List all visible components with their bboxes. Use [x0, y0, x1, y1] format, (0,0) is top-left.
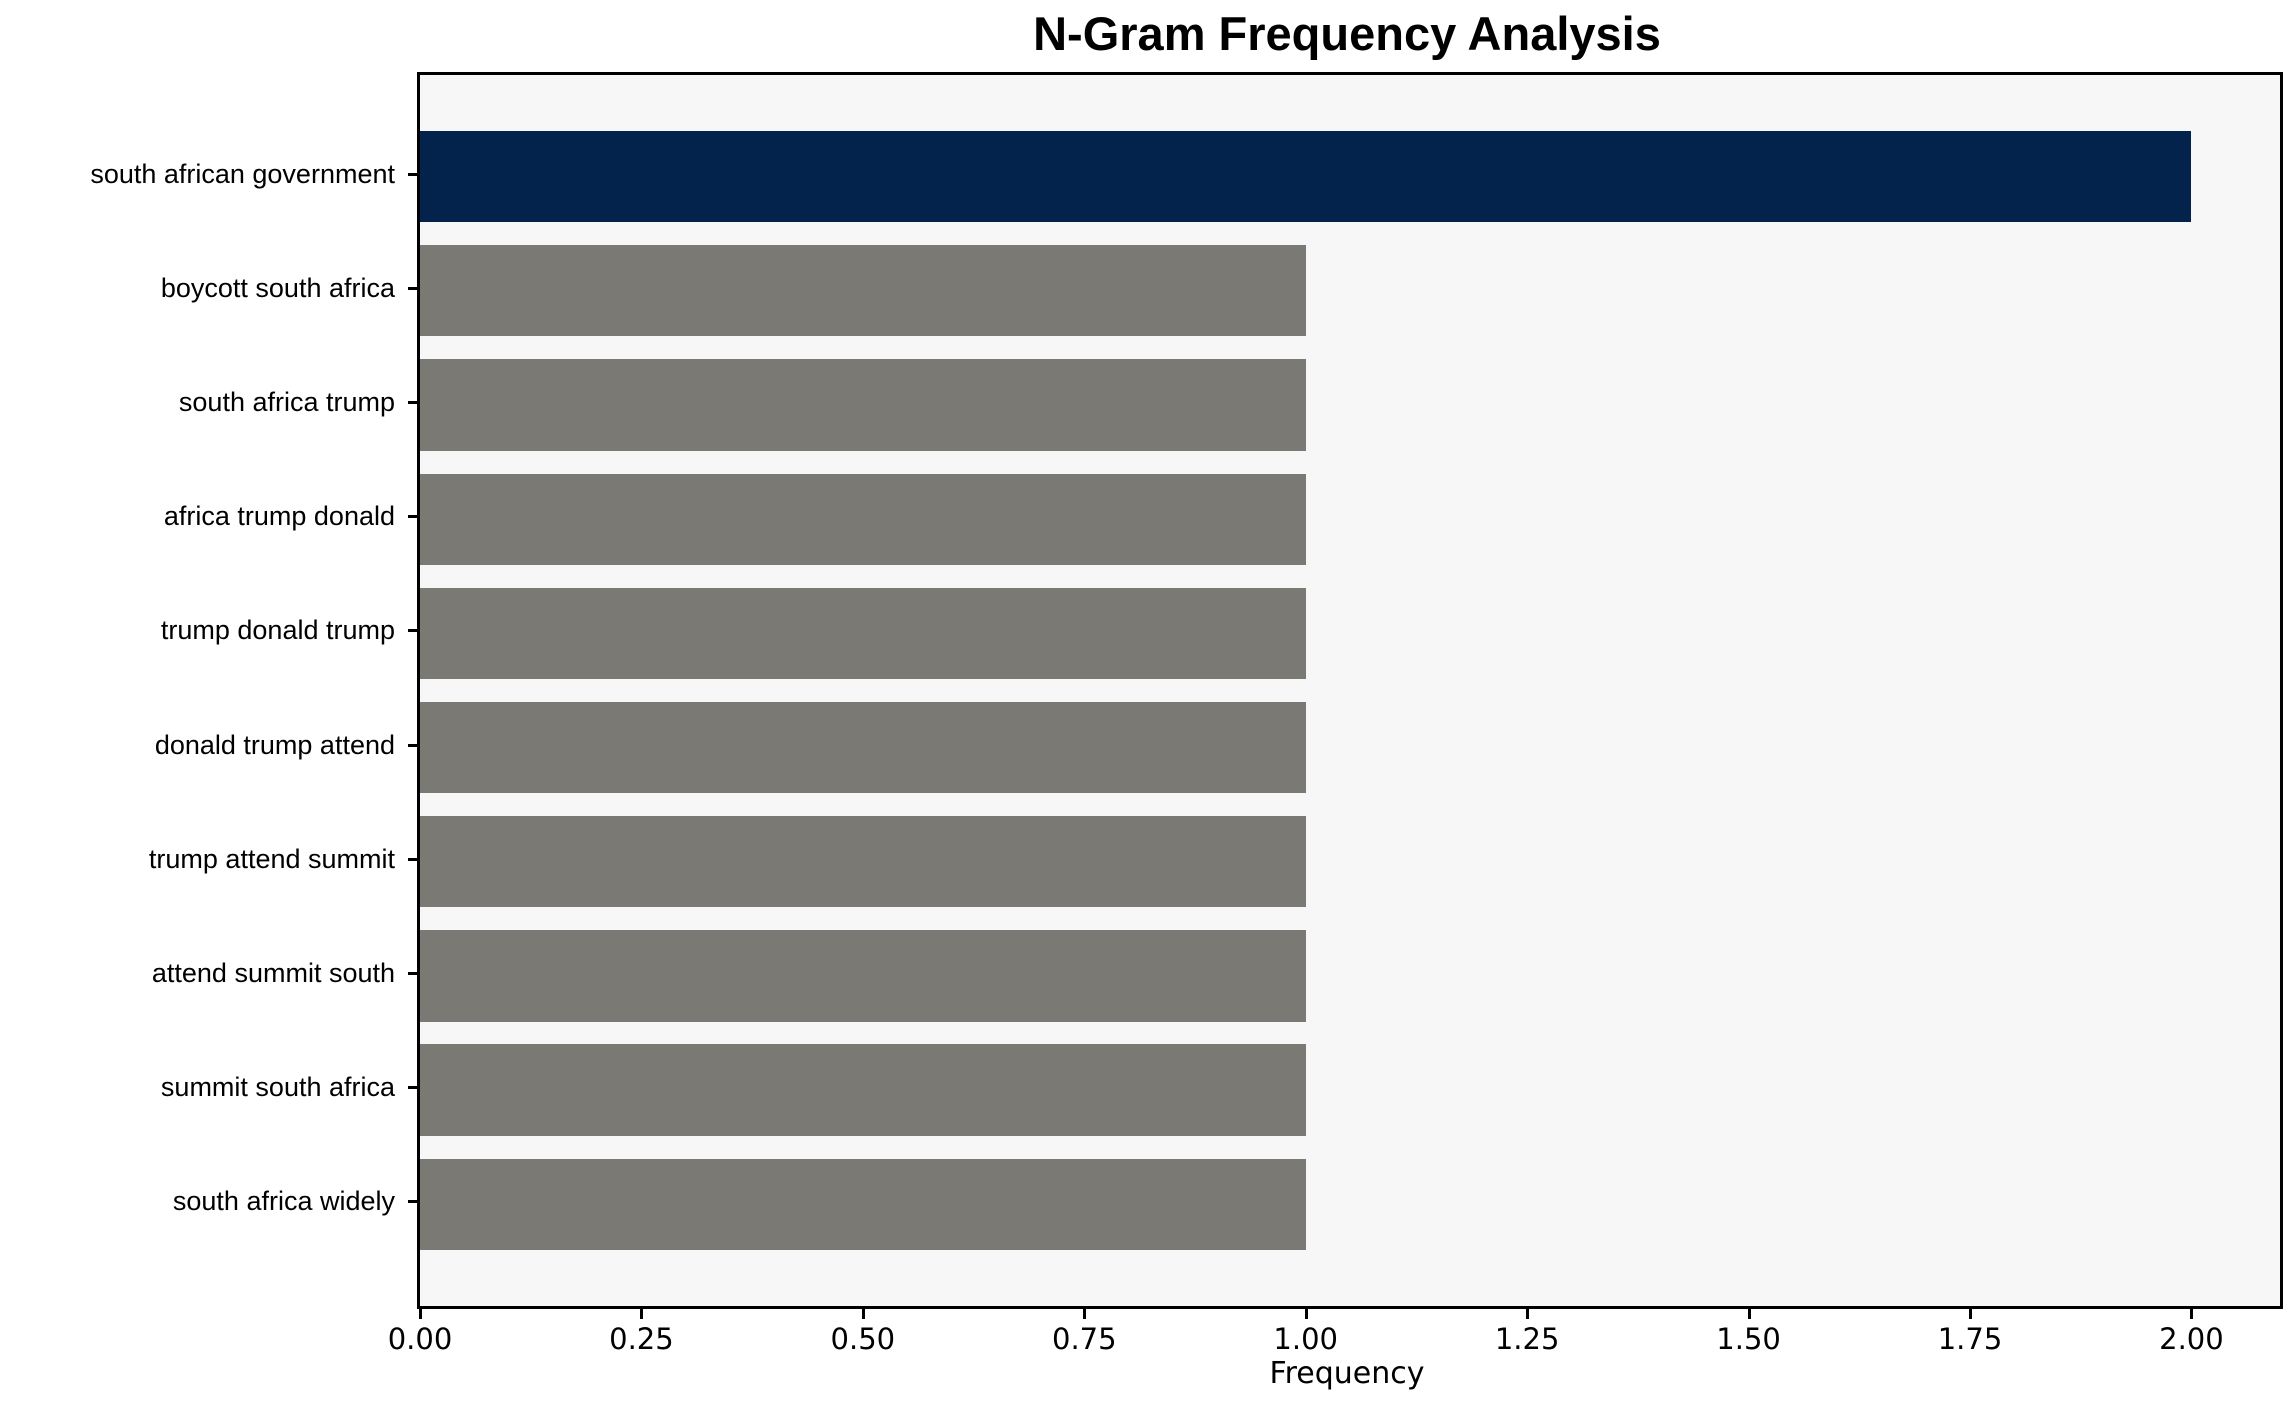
y-tick-mark-9 — [408, 1200, 417, 1204]
bar-1 — [420, 245, 1306, 337]
y-tick-mark-8 — [408, 1086, 417, 1090]
x-tick-mark-5 — [1526, 1309, 1530, 1319]
y-tick-mark-5 — [408, 743, 417, 747]
y-tick-label-1: boycott south africa — [160, 272, 395, 303]
y-tick-mark-0 — [408, 172, 417, 176]
y-tick-label-2: south africa trump — [178, 387, 395, 418]
bar-2 — [420, 359, 1306, 451]
x-tick-label-2: 0.50 — [830, 1322, 896, 1356]
x-tick-label-7: 1.75 — [1937, 1322, 2003, 1356]
bar-5 — [420, 701, 1306, 794]
y-tick-mark-3 — [408, 515, 417, 519]
bar-6 — [420, 816, 1306, 908]
x-tick-mark-1 — [640, 1309, 644, 1319]
y-tick-label-5: donald trump attend — [154, 729, 395, 760]
y-tick-label-8: summit south africa — [160, 1072, 395, 1103]
y-tick-mark-7 — [408, 971, 417, 975]
y-tick-label-0: south african government — [90, 158, 395, 189]
y-tick-label-9: south africa widely — [172, 1186, 395, 1217]
x-tick-label-0: 0.00 — [387, 1322, 453, 1356]
y-tick-mark-1 — [408, 286, 417, 290]
y-tick-label-3: africa trump donald — [163, 501, 395, 532]
x-tick-mark-6 — [1747, 1309, 1751, 1319]
x-tick-mark-4 — [1304, 1309, 1308, 1319]
y-tick-mark-6 — [408, 857, 417, 861]
y-tick-label-7: attend summit south — [151, 957, 395, 988]
bar-9 — [420, 1158, 1306, 1251]
chart-title: N-Gram Frequency Analysis — [1033, 7, 1661, 60]
bar-4 — [420, 587, 1306, 680]
y-tick-mark-4 — [408, 629, 417, 633]
y-tick-label-6: trump attend summit — [148, 843, 395, 874]
y-tick-label-4: trump donald trump — [160, 615, 395, 646]
x-tick-mark-2 — [861, 1309, 865, 1319]
y-tick-mark-2 — [408, 401, 417, 405]
x-tick-label-3: 0.75 — [1051, 1322, 1117, 1356]
x-tick-label-5: 1.25 — [1494, 1322, 1560, 1356]
x-tick-mark-8 — [2190, 1309, 2194, 1319]
x-tick-mark-3 — [1083, 1309, 1087, 1319]
bar-7 — [420, 930, 1306, 1022]
x-tick-label-8: 2.00 — [2159, 1322, 2224, 1356]
x-tick-mark-7 — [1969, 1309, 1972, 1319]
x-tick-label-6: 1.50 — [1716, 1322, 1781, 1356]
x-axis-title: Frequency — [1269, 1356, 1425, 1391]
bar-0 — [420, 130, 2192, 223]
plot-area — [417, 72, 2283, 1309]
bar-3 — [420, 473, 1306, 565]
bar-8 — [420, 1044, 1306, 1136]
x-tick-mark-0 — [419, 1309, 422, 1319]
x-tick-label-4: 1.00 — [1273, 1322, 1338, 1356]
x-tick-label-1: 0.25 — [609, 1322, 674, 1356]
